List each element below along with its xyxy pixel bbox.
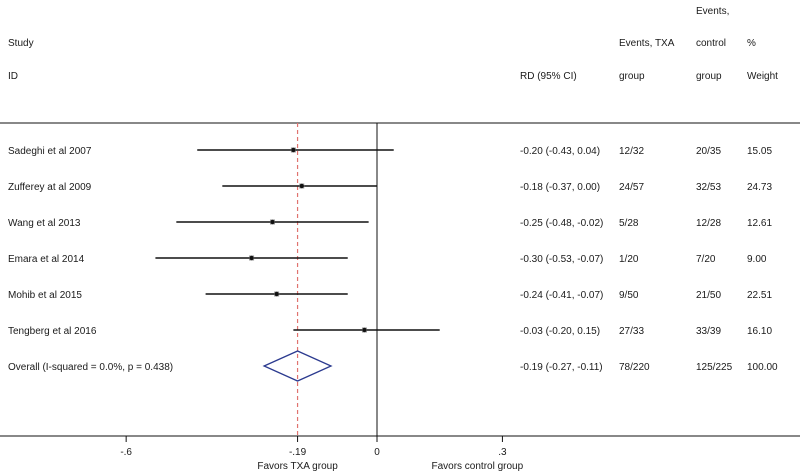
study-row: Tengberg et al 2016 -0.03 (-0.20, 0.15) 27…: [8, 326, 772, 337]
rd-ci-value: -0.03 (-0.20, 0.15): [520, 326, 600, 337]
ctrl-events-value: 12/28: [696, 218, 721, 229]
ctrl-events-value: 20/35: [696, 146, 721, 157]
rd-ci-value: -0.20 (-0.43, 0.04): [520, 146, 600, 157]
overall-row: Overall (I-squared = 0.0%, p = 0.438) -0.…: [8, 350, 778, 382]
study-row: Wang et al 2013 -0.25 (-0.48, -0.02) 5/28 1…: [8, 218, 772, 229]
study-row: Mohib et al 2015 -0.24 (-0.41, -0.07) 9/50…: [8, 290, 772, 301]
weight-value: 16.10: [747, 326, 772, 337]
study-rows: Sadeghi et al 2007 -0.20 (-0.43, 0.04) 12/…: [8, 146, 778, 382]
rd-ci-value: -0.24 (-0.41, -0.07): [520, 290, 603, 301]
point-estimate: [291, 147, 296, 153]
x-tick-label: 0: [374, 447, 380, 458]
tx-events-value: 1/20: [619, 254, 639, 265]
point-estimate: [249, 255, 254, 261]
point-estimate: [274, 291, 279, 297]
overall-weight: 100.00: [747, 362, 778, 373]
study-row: Emara et al 2014 -0.30 (-0.53, -0.07) 1/20…: [8, 254, 767, 265]
overall-diamond: [262, 350, 333, 382]
study-id: Emara et al 2014: [8, 254, 85, 265]
header-weight: Weight: [747, 71, 778, 82]
weight-value: 24.73: [747, 182, 772, 193]
header-ctrl-group: group: [696, 71, 722, 82]
point-estimate: [270, 219, 275, 225]
header-tx-events: Events, TXA: [619, 38, 675, 49]
tx-events-value: 12/32: [619, 146, 644, 157]
overall-ctrl-events: 125/225: [696, 362, 733, 373]
header-tx-group: group: [619, 71, 645, 82]
study-id: Mohib et al 2015: [8, 290, 82, 301]
ctrl-events-value: 32/53: [696, 182, 721, 193]
tx-events-value: 27/33: [619, 326, 644, 337]
weight-value: 22.51: [747, 290, 772, 301]
study-row: Zufferey at al 2009 -0.18 (-0.37, 0.00) 24…: [8, 182, 772, 193]
rd-ci-value: -0.30 (-0.53, -0.07): [520, 254, 603, 265]
point-estimate: [299, 183, 304, 189]
rd-ci-value: -0.25 (-0.48, -0.02): [520, 218, 603, 229]
ctrl-events-value: 21/50: [696, 290, 721, 301]
favors-right-label: Favors control group: [431, 461, 523, 472]
header-ctrl-events: Events,: [696, 6, 729, 17]
favors-left-label: Favors TXA group: [257, 461, 338, 472]
header-weight-pct: %: [747, 38, 756, 49]
header-rd: RD (95% CI): [520, 71, 577, 82]
ctrl-events-value: 7/20: [696, 254, 716, 265]
x-tick-label: .3: [498, 447, 507, 458]
study-row: Sadeghi et al 2007 -0.20 (-0.43, 0.04) 12/…: [8, 146, 772, 157]
tx-events-value: 24/57: [619, 182, 644, 193]
weight-value: 15.05: [747, 146, 772, 157]
header-ctrl-control: control: [696, 38, 726, 49]
weight-value: 9.00: [747, 254, 767, 265]
study-id: Sadeghi et al 2007: [8, 146, 92, 157]
tx-events-value: 9/50: [619, 290, 639, 301]
study-id: Tengberg et al 2016: [8, 326, 97, 337]
ctrl-events-value: 33/39: [696, 326, 721, 337]
x-tick-label: -.6: [120, 447, 132, 458]
x-axis-ticks: -.6 -.19 0 .3: [120, 436, 507, 458]
header-id: ID: [8, 71, 18, 82]
point-estimate: [362, 327, 367, 333]
overall-rd-ci: -0.19 (-0.27, -0.11): [520, 362, 603, 373]
weight-value: 12.61: [747, 218, 772, 229]
header-study: Study: [8, 38, 34, 49]
study-id: Zufferey at al 2009: [8, 182, 92, 193]
study-id: Wang et al 2013: [8, 218, 81, 229]
overall-label: Overall (I-squared = 0.0%, p = 0.438): [8, 362, 173, 373]
rd-ci-value: -0.18 (-0.37, 0.00): [520, 182, 600, 193]
tx-events-value: 5/28: [619, 218, 639, 229]
overall-tx-events: 78/220: [619, 362, 650, 373]
x-tick-label: -.19: [289, 447, 307, 458]
